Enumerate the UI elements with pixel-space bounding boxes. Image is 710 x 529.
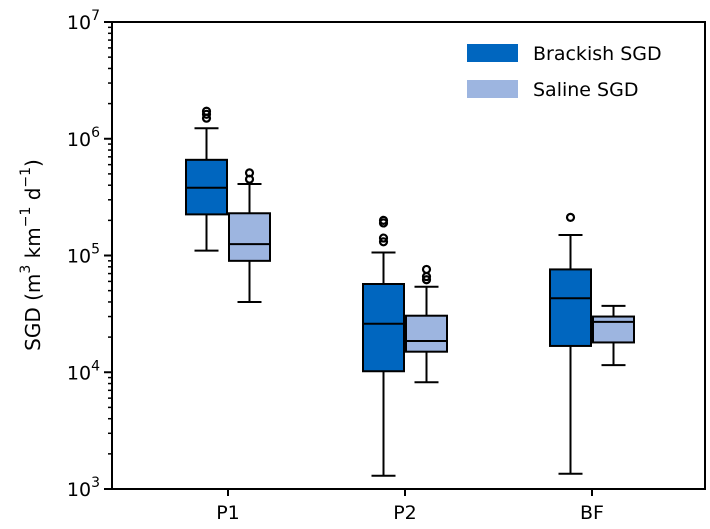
outlier-point xyxy=(421,275,432,285)
svg-text:SGD (m3 km−1 d−1): SGD (m3 km−1 d−1) xyxy=(18,159,45,351)
outlier-point xyxy=(201,106,212,116)
x-tick-label-BF: BF xyxy=(580,502,604,524)
box-brackish-sgd-P1 xyxy=(185,106,228,252)
box-body xyxy=(592,315,635,344)
legend-label-0: Brackish SGD xyxy=(533,43,662,65)
y-tick-label-4: 107 xyxy=(67,8,100,34)
legend-swatch-1 xyxy=(467,80,518,98)
y-tick-base-2: 10 xyxy=(67,246,91,268)
box-body xyxy=(405,314,448,353)
y-tick-label-0: 103 xyxy=(67,475,100,501)
outlier-point xyxy=(201,109,212,119)
outlier-point xyxy=(565,212,576,223)
y-axis-title-mid: km xyxy=(21,227,45,264)
box-saline-sgd-BF xyxy=(592,304,635,367)
y-tick-exp-3: 6 xyxy=(91,125,100,141)
legend: Brackish SGD Saline SGD xyxy=(467,43,662,101)
y-axis-title-end: ) xyxy=(21,159,45,167)
y-tick-exp-1: 4 xyxy=(91,358,100,374)
y-axis-title-sup1: 3 xyxy=(18,265,34,274)
y-tick-base-3: 10 xyxy=(67,129,91,151)
legend-swatch-0 xyxy=(467,44,518,62)
outlier-point xyxy=(421,264,432,275)
box-body xyxy=(549,268,592,347)
y-tick-label-1: 104 xyxy=(67,358,100,384)
y-tick-base-1: 10 xyxy=(67,362,91,384)
box-body xyxy=(362,283,405,373)
y-tick-exp-0: 3 xyxy=(91,475,100,491)
y-axis-title-sup3: −1 xyxy=(18,167,34,188)
legend-label-1: Saline SGD xyxy=(533,79,638,101)
y-tick-exp-2: 5 xyxy=(91,242,100,258)
y-tick-exp-4: 7 xyxy=(91,8,100,24)
y-axis-title-main: SGD (m xyxy=(21,274,45,351)
y-tick-label-3: 106 xyxy=(67,125,100,151)
box-brackish-sgd-BF xyxy=(549,212,592,475)
outlier-point xyxy=(378,237,389,247)
y-tick-base-4: 10 xyxy=(67,12,91,34)
y-axis-title-sup2: −1 xyxy=(18,207,34,228)
outlier-point xyxy=(244,168,255,178)
y-axis-title: SGD (m3 km−1 d−1) xyxy=(18,159,45,351)
y-axis-title-mid2: d xyxy=(21,188,45,207)
box-brackish-sgd-P2 xyxy=(362,215,405,477)
box-saline-sgd-P2 xyxy=(405,264,448,384)
y-tick-base-0: 10 xyxy=(67,479,91,501)
box-body xyxy=(228,212,271,262)
outlier-point xyxy=(378,215,389,225)
x-tick-label-P1: P1 xyxy=(216,502,240,524)
box-saline-sgd-P1 xyxy=(228,168,271,303)
y-tick-label-2: 105 xyxy=(67,242,100,268)
outlier-point xyxy=(378,233,389,243)
x-tick-label-P2: P2 xyxy=(393,502,417,524)
